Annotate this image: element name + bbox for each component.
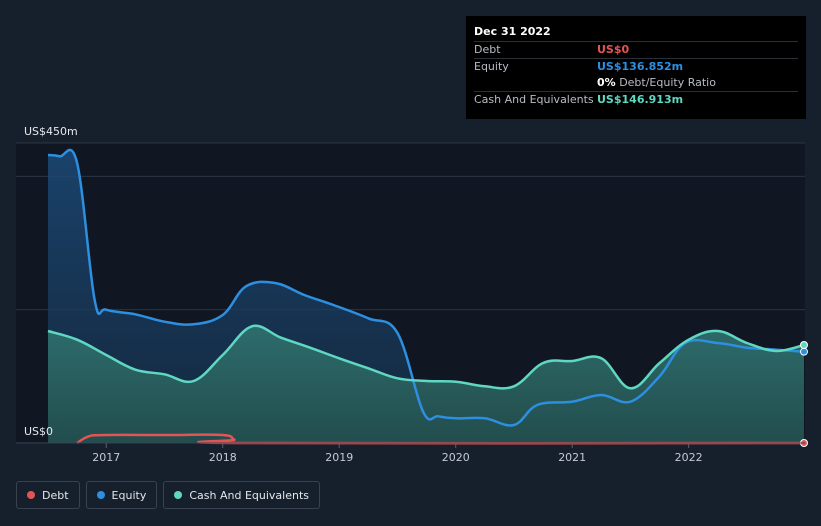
- tooltip-cash-label: Cash And Equivalents: [474, 93, 594, 106]
- cash-and-equivalents-line: [47, 324, 805, 390]
- x-tick-label: 2020: [442, 451, 470, 464]
- y-axis-min-label: US$0: [24, 425, 53, 438]
- tooltip-ratio-label: Debt/Equity Ratio: [619, 76, 716, 89]
- equity-line: [47, 148, 805, 427]
- x-axis-ticks: 2017 2018 2019 2020 2021 2022: [16, 442, 805, 464]
- tooltip-equity-row: Equity US$136.852m: [474, 58, 798, 75]
- equity-dot-icon: [96, 491, 105, 499]
- legend-label-debt: Debt: [42, 488, 69, 502]
- tooltip-date: Dec 31 2022: [474, 25, 551, 38]
- x-tick-label: 2018: [209, 451, 237, 464]
- legend-item-cash[interactable]: Cash And Equivalents: [163, 481, 320, 509]
- legend-item-debt[interactable]: Debt: [16, 481, 80, 509]
- tooltip-equity-value: US$136.852m: [597, 60, 684, 73]
- chart-legend: Debt Equity Cash And Equivalents: [16, 481, 320, 509]
- tooltip-debt-row: Debt US$0: [474, 41, 798, 58]
- end-markers: [800, 341, 808, 447]
- x-tick-label: 2017: [92, 451, 120, 464]
- tooltip-equity-label: Equity: [474, 60, 509, 73]
- equity-end-marker: [800, 347, 808, 356]
- data-tooltip: Dec 31 2022 Debt US$0 Equity US$136.852m…: [466, 16, 806, 119]
- tooltip-ratio-value: 0%: [597, 76, 616, 89]
- tooltip-debt-value: US$0: [597, 43, 630, 56]
- legend-label-cash: Cash And Equivalents: [189, 488, 309, 502]
- cash-dot-icon: [174, 491, 183, 499]
- cash-and-equivalents-area: [48, 325, 804, 443]
- y-axis-max-label: US$450m: [24, 125, 78, 138]
- x-tick-label: 2019: [325, 451, 353, 464]
- series-areas: [48, 149, 804, 443]
- tooltip-ratio-row: 0% Debt/Equity Ratio: [474, 75, 798, 91]
- tooltip-cash-value: US$146.913m: [597, 93, 684, 106]
- legend-label-equity: Equity: [111, 488, 147, 502]
- x-tick-label: 2021: [558, 451, 586, 464]
- cash-and-equivalents-end-marker: [800, 341, 808, 349]
- legend-item-equity[interactable]: Equity: [85, 481, 158, 509]
- tooltip-debt-label: Debt: [474, 43, 501, 56]
- debt-dot-icon: [27, 491, 35, 499]
- x-tick-label: 2022: [675, 451, 703, 464]
- tooltip-cash-row: Cash And Equivalents US$146.913m: [474, 91, 798, 108]
